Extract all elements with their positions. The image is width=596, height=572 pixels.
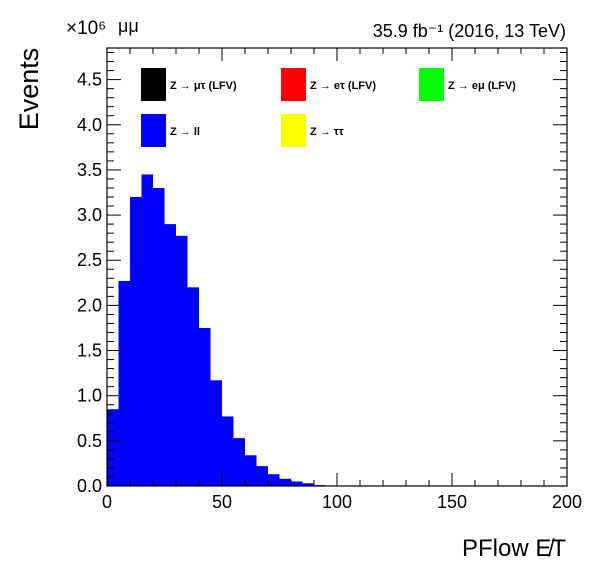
- histogram-bars: [107, 174, 326, 487]
- y-tick-label: 2.0: [77, 295, 102, 315]
- histogram-bar: [233, 438, 245, 486]
- histogram-bar: [245, 455, 257, 486]
- y-axis-label: Events: [14, 48, 44, 131]
- axis-ticks: 0 50 100 150 200 0.0 0.5 1.0 1.5 2.0 2.5 3.0 3.5 4.0 4…: [77, 48, 582, 512]
- histogram-bar: [176, 235, 188, 486]
- legend-label: Z → μτ (LFV): [170, 80, 237, 92]
- legend-label: Z → eτ (LFV): [310, 80, 376, 92]
- legend-label: Z → ττ: [310, 126, 344, 138]
- legend-swatch: [281, 114, 306, 147]
- y-tick-label: 0.0: [77, 476, 102, 496]
- histogram-bar: [210, 380, 222, 486]
- histogram-bar: [302, 483, 314, 486]
- x-tick-label: 0: [102, 492, 112, 512]
- y-tick-label: 1.5: [77, 341, 102, 361]
- histogram-bar: [153, 187, 165, 487]
- histogram-bar: [164, 224, 176, 486]
- channel-label: μμ: [118, 16, 139, 36]
- histogram-bar: [268, 474, 280, 486]
- y-tick-label: 0.5: [77, 431, 102, 451]
- y-multiplier-label: ×10⁶: [66, 18, 106, 39]
- y-tick-label: 4.5: [77, 70, 102, 90]
- y-tick-label: 4.0: [77, 115, 102, 135]
- histogram-bar: [187, 287, 199, 486]
- histogram-bar: [141, 174, 153, 486]
- legend-label: Z → eμ (LFV): [448, 80, 516, 92]
- histogram-bar: [291, 481, 303, 486]
- x-tick-label: 200: [552, 492, 582, 512]
- histogram-bar: [199, 327, 211, 486]
- x-tick-label: 100: [322, 492, 352, 512]
- x-axis-label: PFlow E̸T: [462, 535, 566, 562]
- luminosity-label: 35.9 fb⁻¹ (2016, 13 TeV): [373, 21, 566, 41]
- legend-swatch: [141, 114, 166, 147]
- histogram-bar: [256, 466, 268, 486]
- histogram-bar: [118, 280, 130, 486]
- legend: Z → μτ (LFV) Z → eτ (LFV) Z → eμ (LFV) Z → …: [141, 68, 516, 147]
- y-tick-label: 2.5: [77, 250, 102, 270]
- legend-label: Z → ll: [170, 126, 200, 138]
- histogram-bar: [222, 416, 234, 486]
- histogram-bar: [130, 197, 142, 486]
- y-tick-label: 3.0: [77, 205, 102, 225]
- histogram-bar: [279, 478, 291, 486]
- legend-swatch: [281, 68, 306, 101]
- y-tick-label: 1.0: [77, 386, 102, 406]
- x-tick-label: 50: [212, 492, 232, 512]
- legend-swatch: [419, 68, 444, 101]
- x-tick-label: 150: [437, 492, 467, 512]
- histogram-bar: [107, 409, 119, 486]
- y-tick-label: 3.5: [77, 160, 102, 180]
- legend-swatch: [141, 68, 166, 101]
